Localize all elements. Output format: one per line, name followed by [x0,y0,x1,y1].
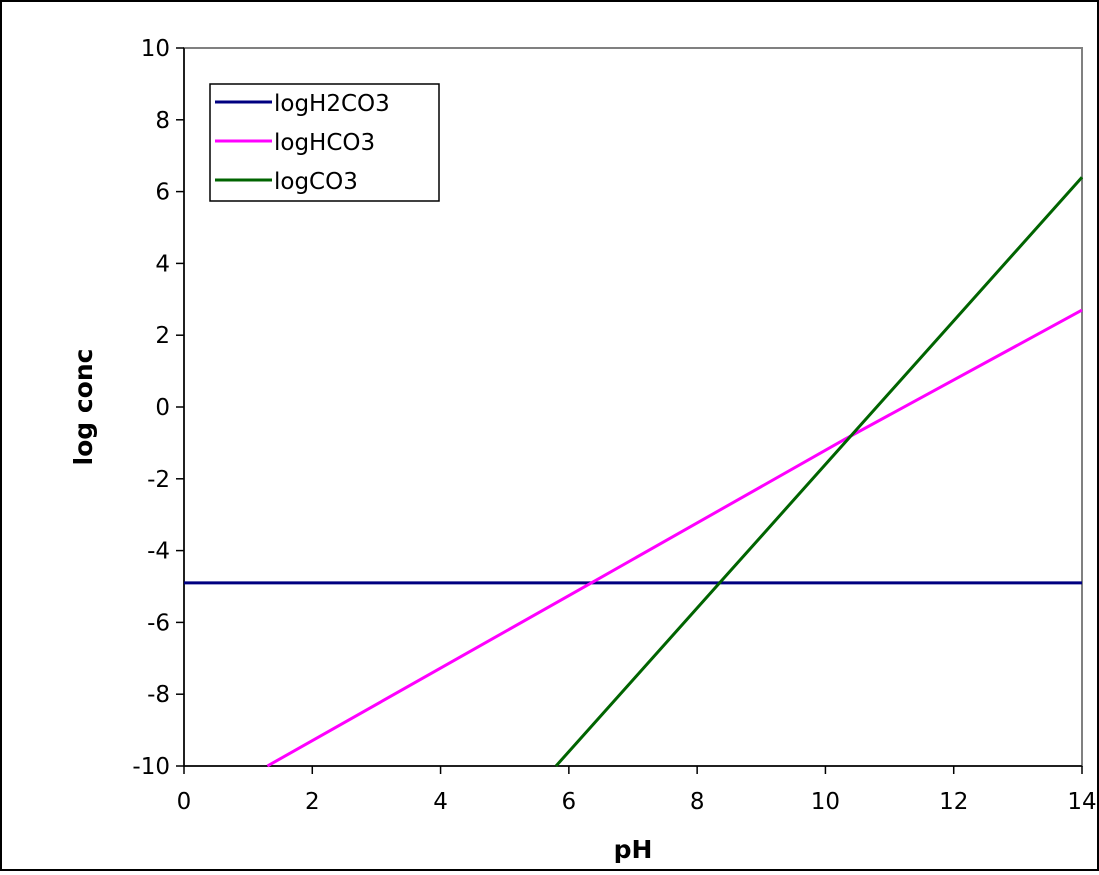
x-tick-label: 4 [433,789,448,815]
legend-label-loghco3: logHCO3 [274,130,375,156]
y-tick-label: -10 [132,754,170,780]
y-tick-label: 0 [155,395,170,421]
y-tick-label: 10 [141,36,170,62]
y-tick-label: -2 [147,467,170,493]
y-tick-label: 8 [155,108,170,134]
legend-item-logh2co3: logH2CO3 [215,91,390,117]
y-tick-label: -6 [147,610,170,636]
x-axis-title: pH [614,835,653,864]
y-tick-label: 4 [155,251,170,277]
x-tick-label: 2 [305,789,320,815]
x-tick-label: 10 [811,789,840,815]
x-tick-label: 12 [939,789,968,815]
y-axis-title: log conc [69,349,98,466]
legend-item-loghco3: logHCO3 [215,130,375,156]
series-line-loghco3 [266,308,1083,768]
legend-item-logco3: logCO3 [215,169,358,195]
axes-layer: -10 -8 -6 -4 -2 0 2 4 6 8 10 0 2 4 6 8 10 12 14 [132,36,1096,815]
y-tick-label: -8 [147,682,170,708]
legend-label-logco3: logCO3 [274,169,358,195]
x-tick-label: 0 [177,789,192,815]
y-tick-label: 2 [155,323,170,349]
x-tick-label: 14 [1067,789,1096,815]
x-tick-label: 8 [690,789,705,815]
legend-label-logh2co3: logH2CO3 [274,91,390,117]
y-tick-label: -4 [147,539,170,565]
series-line-logco3 [554,176,1084,767]
series-layer [184,176,1084,768]
y-tick-label: 6 [155,180,170,206]
x-tick-label: 6 [562,789,577,815]
legend: logH2CO3 logHCO3 logCO3 [209,83,440,202]
